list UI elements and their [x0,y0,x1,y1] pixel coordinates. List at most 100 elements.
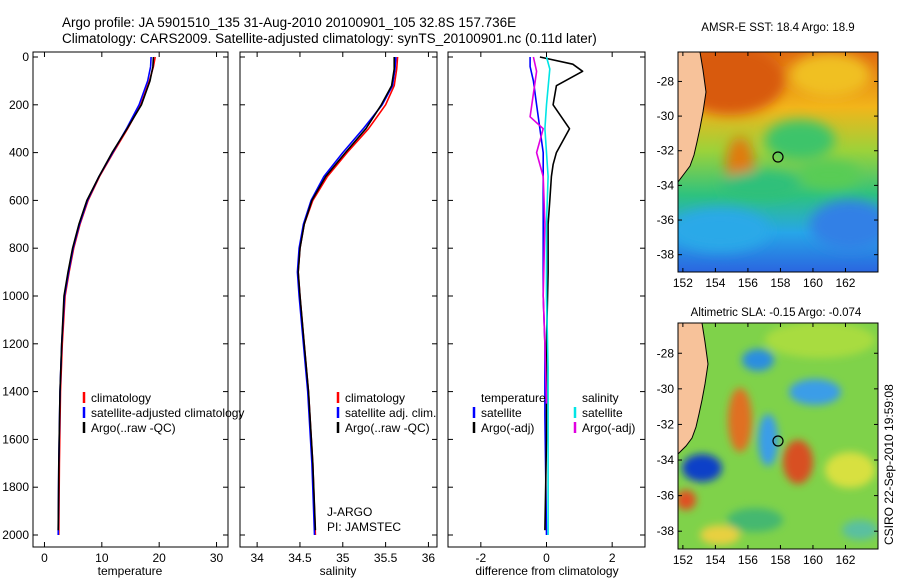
sla-high-patch-2 [700,525,740,545]
sla-high-eddy [728,388,752,452]
sla-low-eddy [742,349,774,371]
map-x-tick-label: 160 [803,553,823,567]
map-y-tick-label: -32 [657,417,675,431]
map-x-tick-label: 156 [738,276,758,290]
sla-map-frame [677,322,879,550]
sst-map [678,52,878,272]
sst-texture [678,52,878,252]
x-tick-label: 20 [152,551,166,565]
y-tick-label: 1400 [2,385,29,399]
map-y-tick-label: -36 [657,489,675,503]
y-tick-label: 600 [9,193,29,207]
x-tick-label: 34 [250,551,264,565]
y-tick-label: 0 [22,50,29,64]
temperature-legend: climatology satellite-adjusted climatolo… [82,391,244,435]
map-x-tick-label: 158 [770,553,790,567]
sla-argo-position-marker [772,435,784,447]
sla-low-patch-2 [842,520,878,540]
temperature-xlabel: temperature [98,564,163,578]
x-tick-label: 35 [336,551,350,565]
csiro-timestamp-label: CSIRO 22-Sep-2010 19:59:08 [882,384,896,545]
salinity-plot-frame [239,51,438,548]
sla-map-axes: 152 154 156 158 160 162 -28 -30 -32 -34 -36 -38 [657,323,878,567]
map-y-tick-label: -28 [657,74,675,88]
sla-low-eddy-3 [758,414,778,466]
legend-label-sal-satellite: satellite [582,406,623,420]
sla-low-eddy-4 [682,454,722,482]
x-tick-label: 0 [41,551,48,565]
legend-label-argo: Argo(..raw -QC) [91,421,176,435]
header-line-1: Argo profile: JA 5901510_135 31-Aug-2010… [62,15,516,30]
sst-green-patch-2 [720,171,800,199]
sla-low-eddy-2 [789,379,841,405]
legend-label-temp-satellite: satellite [481,406,522,420]
x-tick-label: 2 [609,551,616,565]
salinity-xlabel: salinity [320,564,357,578]
y-tick-label: 1600 [2,432,29,446]
sst-cool-patch [678,208,770,252]
map-x-tick-label: 160 [803,276,823,290]
sla-land [678,323,708,454]
sst-map-frame [677,51,879,273]
legend-label-argo: Argo(..raw -QC) [345,421,430,435]
map-x-tick-label: 154 [705,276,725,290]
sst-land [678,52,706,182]
series-line-salinity-satellite [544,56,551,535]
x-tick-label: 0 [543,551,550,565]
difference-legend: temperature salinity satellite Argo(-adj… [472,391,635,435]
sst-warm-patch [790,53,870,97]
y-tick-label: 200 [9,98,29,112]
sla-texture [678,323,878,545]
sst-map-title: AMSR-E SST: 18.4 Argo: 18.9 [701,22,854,34]
map-y-tick-label: -30 [657,109,675,123]
temperature-plot-frame [32,51,229,548]
salinity-axes: 34 34.5 35 35.5 36 [240,52,437,565]
map-x-tick-label: 152 [673,276,693,290]
map-x-tick-label: 154 [705,553,725,567]
map-x-tick-label: 152 [673,553,693,567]
sst-green-patch [765,120,835,160]
sla-high-eddy-3 [678,490,696,510]
header-line-2: Climatology: CARS2009. Satellite-adjuste… [62,31,597,46]
legend-label-sal-argo: Argo(-adj) [582,421,635,435]
sla-high-patch [825,452,875,488]
difference-xlabel: difference from climatology [475,564,618,578]
series-line-salinity-argo-adj- [529,56,548,404]
map-y-tick-label: -38 [657,248,675,262]
x-tick-label: 10 [95,551,109,565]
map-y-tick-label: -32 [657,144,675,158]
legend-label-satellite-adj: satellite adj. clim. [345,406,436,420]
map-y-tick-label: -34 [657,178,675,192]
y-tick-label: 1000 [2,289,29,303]
y-tick-label: 1200 [2,337,29,351]
y-tick-label: 400 [9,146,29,160]
legend-label-climatology: climatology [91,391,151,405]
sla-low-patch [727,508,783,532]
pi-label: PI: JAMSTEC [327,520,401,534]
legend-title-salinity: salinity [582,391,619,405]
sst-map-axes: 152 154 156 158 160 162 -28 -30 -32 -34 -36 -38 [657,52,878,290]
sst-cool-patch-2 [810,200,878,250]
y-tick-label: 2000 [2,528,29,542]
sla-green-patch [765,323,875,358]
map-y-tick-label: -30 [657,382,675,396]
x-tick-label: 35.5 [374,551,398,565]
sst-green-patch-3 [800,161,860,189]
x-tick-label: -2 [475,551,486,565]
map-x-tick-label: 162 [835,553,855,567]
map-y-tick-label: -34 [657,453,675,467]
sla-map-title: Altimetric SLA: -0.15 Argo: -0.074 [691,307,862,319]
legend-title-temperature: temperature [481,391,546,405]
map-x-tick-label: 156 [738,553,758,567]
y-tick-label: 1800 [2,480,29,494]
legend-label-climatology: climatology [345,391,405,405]
map-y-tick-label: -36 [657,213,675,227]
x-tick-label: 30 [210,551,224,565]
float-program-label: J-ARGO [327,505,372,519]
sla-map [678,323,878,549]
difference-axes: -2 0 2 [448,52,645,565]
series-line-argo-raw-qc- [297,57,396,531]
map-y-tick-label: -38 [657,524,675,538]
legend-label-temp-argo: Argo(-adj) [481,421,534,435]
